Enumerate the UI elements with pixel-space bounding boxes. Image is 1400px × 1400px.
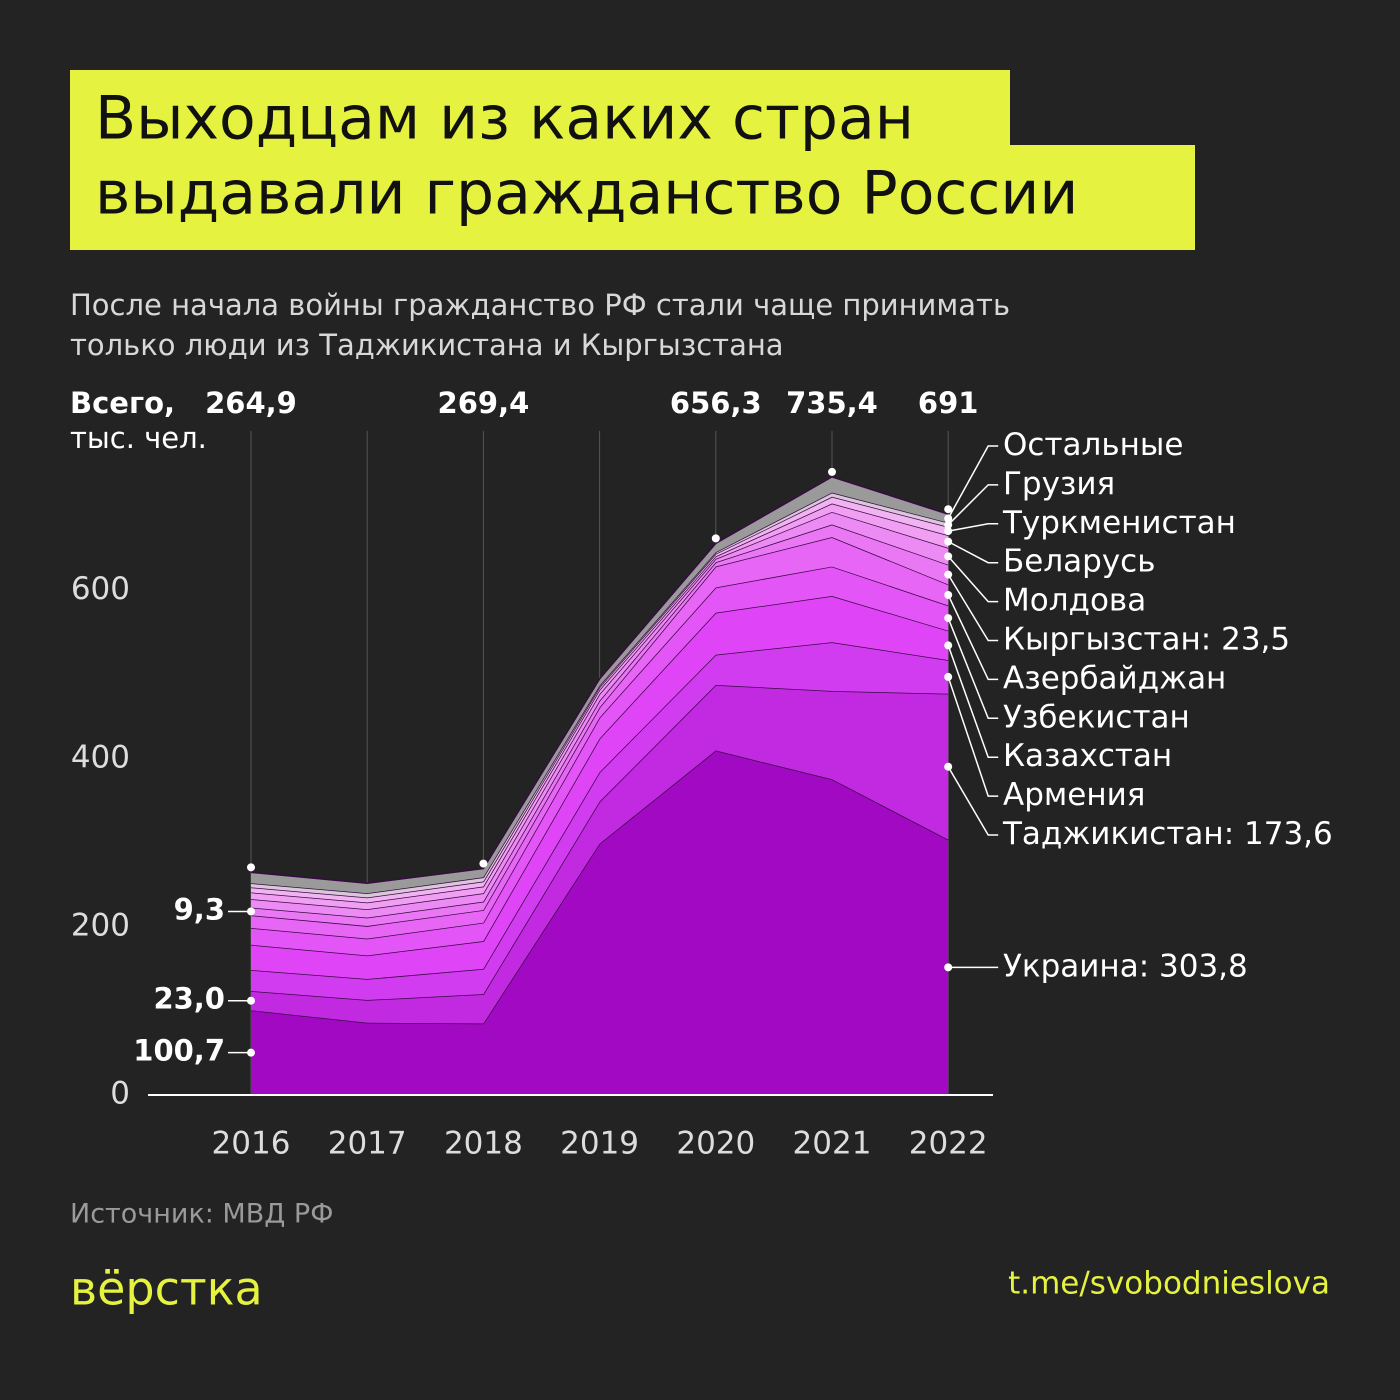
legend-label: Остальные — [1003, 427, 1183, 463]
source: Источник: МВД РФ — [70, 1199, 333, 1230]
brand: вёрстка — [70, 1262, 263, 1316]
area — [251, 537, 949, 939]
value-label: 303,8 — [1159, 948, 1248, 984]
y-tick-label: 200 — [71, 907, 130, 943]
total-dot — [479, 859, 488, 868]
legend-name: Кыргызстан — [1003, 621, 1201, 657]
x-tick-label: 2016 — [212, 1126, 291, 1162]
leader — [948, 523, 999, 532]
x-tick-label: 2018 — [444, 1126, 523, 1162]
label-dot — [944, 570, 953, 579]
value-label: 9,3 — [174, 892, 225, 926]
legend-label: Украина: 303,8 — [1003, 948, 1248, 984]
leader — [947, 766, 999, 836]
subtitle: только люди из Таджикистана и Кыргызстан… — [70, 328, 784, 362]
label-dot — [944, 641, 953, 650]
area — [251, 595, 949, 980]
total-dot — [711, 534, 720, 543]
total-label: 264,9 — [205, 386, 297, 420]
separator: : — [1139, 948, 1159, 984]
value-label: 173,6 — [1244, 816, 1333, 852]
label-dot — [944, 537, 953, 546]
title: выдавали гражданство России — [95, 159, 1078, 229]
label-dot — [944, 514, 953, 523]
separator: : — [1201, 621, 1221, 657]
y-axis-label: Всего, — [70, 386, 175, 420]
legend-label: Туркменистан — [1002, 504, 1236, 540]
leader — [947, 555, 999, 603]
legend-name: Таджикистан — [1002, 816, 1224, 852]
y-tick-label: 400 — [71, 739, 130, 775]
label-dot — [944, 590, 953, 599]
legend-name: Остальные — [1003, 427, 1183, 463]
label-dot — [944, 672, 953, 681]
total-label: 735,4 — [786, 386, 878, 420]
leader — [947, 594, 999, 681]
legend-label: Молдова — [1003, 582, 1146, 618]
leader — [947, 617, 999, 720]
total-label: 691 — [918, 386, 979, 420]
link[interactable]: t.me/svobodnieslova — [1008, 1266, 1330, 1302]
legend-name: Казахстан — [1003, 738, 1172, 774]
leader — [947, 574, 999, 642]
y-axis-label: тыс. чел. — [70, 421, 207, 455]
legend-label: Армения — [1003, 777, 1145, 813]
label-dot — [247, 907, 255, 916]
legend-label: Казахстан — [1003, 738, 1172, 774]
legend-name: Беларусь — [1003, 543, 1156, 579]
total-label: 269,4 — [438, 386, 530, 420]
legend-name: Армения — [1003, 777, 1145, 813]
leader — [947, 645, 999, 758]
leader — [947, 540, 999, 564]
legend-name: Узбекистан — [1003, 699, 1190, 735]
legend-label: Узбекистан — [1003, 699, 1190, 735]
subtitle: После начала войны гражданство РФ стали … — [70, 288, 1010, 322]
area — [251, 685, 949, 1024]
leader — [947, 676, 999, 797]
leader — [947, 484, 999, 526]
legend-label: Кыргызстан: 23,5 — [1003, 621, 1290, 657]
value-label: 23,0 — [153, 982, 225, 1016]
label-dot — [944, 614, 953, 623]
label-dot — [247, 996, 255, 1005]
total-dot — [944, 505, 953, 514]
x-tick-label: 2021 — [793, 1126, 872, 1162]
area-edge — [250, 476, 949, 884]
area — [251, 476, 949, 894]
total-dot — [247, 863, 255, 872]
legend-name: Туркменистан — [1002, 504, 1236, 540]
x-tick-label: 2017 — [328, 1126, 407, 1162]
title-box — [70, 145, 1195, 250]
x-tick-label: 2022 — [909, 1126, 988, 1162]
total-label: 656,3 — [670, 386, 762, 420]
leader — [947, 445, 999, 519]
label-dot — [944, 527, 953, 536]
value-label: 23,5 — [1221, 621, 1290, 657]
label-dot — [944, 552, 953, 561]
y-tick-label: 600 — [71, 571, 130, 607]
legend-name: Грузия — [1003, 465, 1115, 501]
label-dot — [247, 1048, 255, 1057]
y-tick-label: 0 — [110, 1076, 130, 1112]
x-tick-label: 2019 — [560, 1126, 639, 1162]
legend-label: Беларусь — [1003, 543, 1156, 579]
area — [251, 642, 949, 1001]
legend-name: Молдова — [1003, 582, 1146, 618]
label-dot — [944, 762, 953, 771]
x-tick-label: 2020 — [676, 1126, 755, 1162]
label-dot — [944, 520, 953, 529]
legend-label: Таджикистан: 173,6 — [1002, 816, 1333, 852]
value-label: 100,7 — [133, 1034, 225, 1068]
legend-label: Грузия — [1003, 465, 1115, 501]
area — [251, 750, 949, 1095]
label-dot — [944, 963, 953, 972]
total-dot — [828, 467, 836, 476]
separator: : — [1224, 816, 1244, 852]
legend-name: Азербайджан — [1003, 660, 1226, 696]
legend-label: Азербайджан — [1003, 660, 1226, 696]
title: Выходцам из каких стран — [95, 84, 914, 154]
legend-name: Украина — [1003, 948, 1139, 984]
area — [251, 566, 949, 956]
